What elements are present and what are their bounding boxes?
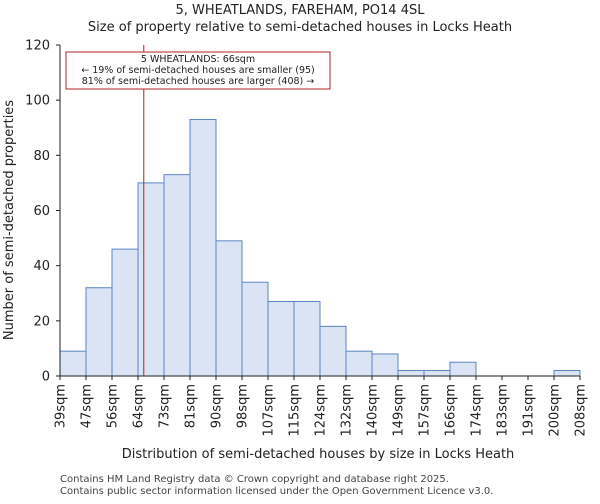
footer-line-1: Contains HM Land Registry data © Crown c…	[60, 474, 449, 485]
y-tick-label: 40	[33, 259, 50, 274]
marker-group: 5 WHEATLANDS: 66sqm← 19% of semi-detache…	[65, 45, 331, 376]
y-tick-label: 60	[33, 204, 50, 219]
histogram-bar	[553, 369, 581, 377]
x-tick-label: 56sqm	[106, 384, 121, 428]
histogram-bar	[163, 174, 191, 377]
y-tick-label: 0	[42, 370, 50, 385]
y-tick-label: 100	[25, 94, 50, 109]
x-tick-label: 64sqm	[132, 384, 147, 428]
histogram-bar	[423, 369, 451, 377]
y-tick-label: 120	[25, 39, 50, 54]
x-tick-label: 208sqm	[574, 384, 589, 437]
x-tick-label: 47sqm	[80, 384, 95, 428]
chart-subtitle: Size of property relative to semi-detach…	[88, 20, 512, 35]
x-tick-label: 39sqm	[54, 384, 69, 428]
histogram-bar	[267, 301, 295, 377]
x-tick-label: 107sqm	[262, 384, 277, 437]
annotation-line: 81% of semi-detached houses are larger (…	[82, 76, 315, 87]
x-tick-label: 200sqm	[548, 384, 563, 437]
x-tick-label: 81sqm	[184, 384, 199, 428]
x-axis-label: Distribution of semi-detached houses by …	[122, 447, 515, 462]
histogram-bar	[449, 361, 477, 377]
x-tick-label: 140sqm	[366, 384, 381, 437]
chart-title: 5, WHEATLANDS, FAREHAM, PO14 4SL	[176, 3, 426, 18]
bars-group	[59, 118, 581, 377]
y-axis-label: Number of semi-detached properties	[2, 100, 17, 340]
histogram-bar	[371, 353, 399, 377]
y-tick-label: 80	[33, 149, 50, 164]
histogram-bar	[397, 369, 425, 377]
histogram-bar	[345, 350, 373, 377]
histogram-bar	[215, 240, 243, 377]
histogram-bar	[59, 350, 87, 377]
histogram-bar	[319, 325, 347, 377]
x-tick-label: 124sqm	[314, 384, 329, 437]
footer-line-2: Contains public sector information licen…	[60, 486, 493, 497]
x-tick-label: 115sqm	[288, 384, 303, 437]
x-tick-label: 98sqm	[236, 384, 251, 428]
histogram-bar	[241, 281, 269, 377]
x-tick-label: 191sqm	[522, 384, 537, 437]
histogram-bar	[293, 301, 321, 377]
x-tick-label: 166sqm	[444, 384, 459, 437]
x-ticks-group: 39sqm 47sqm 56sqm 64sqm 73sqm 81sqm 90sqm 98sqm…	[54, 376, 589, 437]
x-tick-label: 132sqm	[340, 384, 355, 437]
x-tick-label: 149sqm	[392, 384, 407, 437]
annotation-line: ← 19% of semi-detached houses are smalle…	[81, 65, 315, 76]
histogram-bar	[189, 118, 217, 377]
x-tick-label: 183sqm	[496, 384, 511, 437]
histogram-bar	[111, 248, 139, 377]
histogram-bar	[137, 182, 165, 377]
y-ticks-group: 0 20 40 60 80 100 120	[25, 39, 60, 385]
x-tick-label: 90sqm	[210, 384, 225, 428]
histogram-bar	[85, 287, 113, 377]
x-tick-label: 73sqm	[158, 384, 173, 428]
annotation-box	[65, 51, 331, 90]
x-tick-label: 174sqm	[470, 384, 485, 437]
annotation-line: 5 WHEATLANDS: 66sqm	[141, 54, 255, 65]
x-tick-label: 157sqm	[418, 384, 433, 437]
y-tick-label: 20	[33, 314, 50, 329]
